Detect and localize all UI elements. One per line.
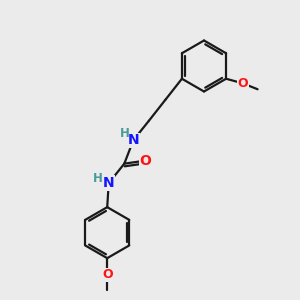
Text: O: O: [237, 77, 248, 90]
Text: H: H: [93, 172, 103, 185]
Text: N: N: [128, 133, 139, 147]
Text: H: H: [120, 127, 130, 140]
Text: N: N: [103, 176, 115, 190]
Text: O: O: [102, 268, 112, 281]
Text: O: O: [140, 154, 151, 168]
